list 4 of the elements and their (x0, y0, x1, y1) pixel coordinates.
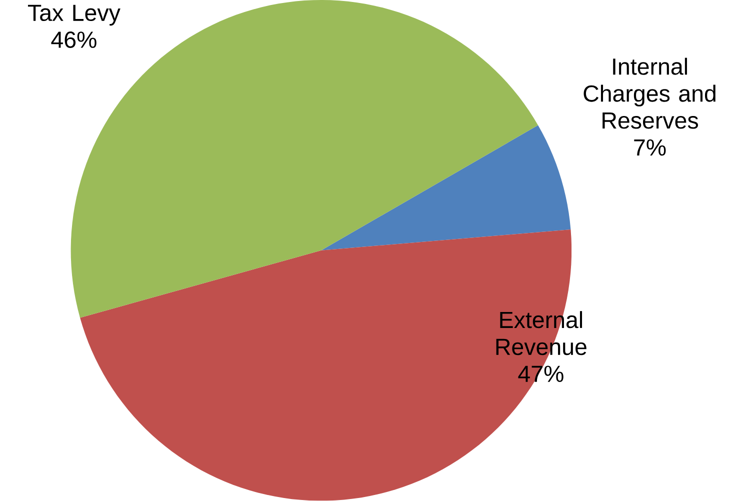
data-label: 46% (51, 32, 96, 48)
slice-label: Tax Levy (28, 4, 120, 26)
slice-label: Internal Charges and Reserves (584, 58, 716, 129)
data-label: 7% (634, 139, 666, 156)
